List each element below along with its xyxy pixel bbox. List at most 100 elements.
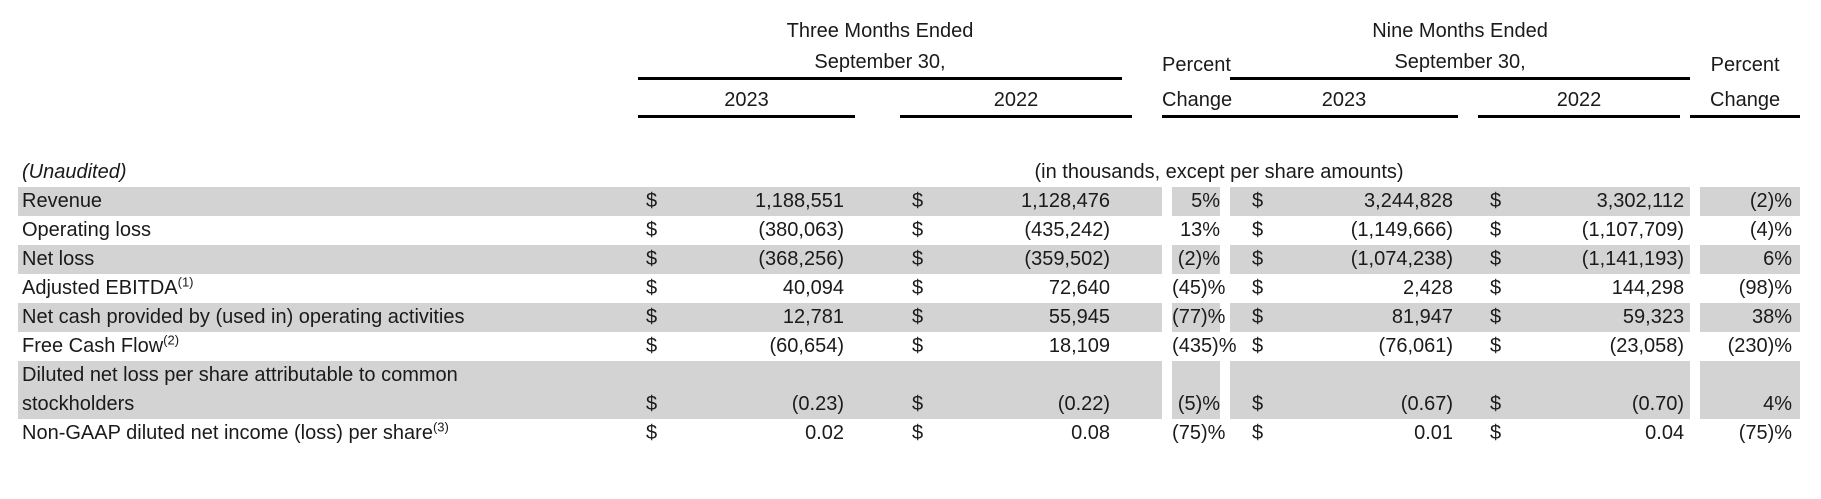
value-nine-months-2022: (1,107,709) — [1581, 219, 1685, 241]
dollar-sign: $ — [638, 303, 672, 332]
column-gap — [1162, 332, 1172, 361]
table-row: Revenue $ 1,188,551 $ 1,128,476 5% $ 3,2… — [18, 187, 1801, 216]
value-nine-months-2023: (0.67) — [1270, 361, 1479, 419]
value-three-months-2022: (0.22) — [934, 361, 1163, 419]
value-three-months-2023: 40,094 — [782, 277, 844, 299]
percent-change-nine-months: (4)% — [1749, 219, 1793, 241]
dollar-sign: $ — [646, 422, 658, 444]
three-months-period-header: Three Months Ended — [786, 20, 974, 42]
row-label: Net loss — [22, 248, 95, 270]
value-nine-months-2022: 0.04 — [1645, 422, 1685, 444]
dollar-sign: $ — [1252, 277, 1264, 299]
financial-highlights-table: Three Months Ended Nine Months Ended Sep… — [18, 10, 1801, 448]
nine-months-2022-column-header: 2022 — [1478, 86, 1681, 118]
value-nine-months-2022: 59,323 — [1512, 303, 1691, 332]
dollar-sign: $ — [1252, 219, 1264, 241]
dollar-sign: $ — [638, 187, 672, 216]
value-three-months-2023: (368,256) — [672, 245, 900, 274]
table-row: Net cash provided by (used in) operating… — [18, 303, 1801, 332]
value-nine-months-2023: (1,149,666) — [1350, 219, 1454, 241]
value-nine-months-2023: 2,428 — [1402, 277, 1454, 299]
dollar-sign: $ — [1490, 219, 1502, 241]
percent-change-nine-months: (230)% — [1727, 335, 1793, 357]
value-three-months-2023: 12,781 — [672, 303, 900, 332]
three-months-2023-column-header: 2023 — [638, 86, 855, 118]
value-nine-months-2022: (23,058) — [1609, 335, 1685, 357]
value-nine-months-2023: 81,947 — [1270, 303, 1479, 332]
value-three-months-2022: (359,502) — [934, 245, 1163, 274]
value-three-months-2022: (435,242) — [1024, 219, 1111, 241]
table-row: Net loss $ (368,256) $ (359,502) (2)% $ … — [18, 245, 1801, 274]
column-gap — [1162, 303, 1173, 332]
percent-change-nine-months: 4% — [1700, 361, 1801, 419]
dollar-sign: $ — [900, 245, 934, 274]
value-nine-months-2022: (1,141,193) — [1512, 245, 1691, 274]
value-nine-months-2022: 3,302,112 — [1512, 187, 1691, 216]
column-gap — [1690, 274, 1700, 303]
nine-months-percent-header-line2: Change — [1690, 86, 1801, 118]
value-three-months-2022: 0.08 — [1071, 422, 1111, 444]
column-gap — [1162, 187, 1173, 216]
nine-months-2023-column-header: 2023 — [1230, 86, 1459, 118]
three-months-percent-header-line1: Percent — [1162, 54, 1231, 76]
footnote-ref: (3) — [432, 419, 449, 435]
column-gap — [1162, 361, 1173, 419]
dollar-sign: $ — [1478, 361, 1513, 419]
table-note-row: (Unaudited) (in thousands, except per sh… — [18, 158, 1800, 187]
row-label: Adjusted EBITDA(1) — [22, 274, 194, 299]
value-three-months-2023: (0.23) — [672, 361, 900, 419]
value-nine-months-2023: (76,061) — [1378, 335, 1454, 357]
dollar-sign: $ — [900, 361, 934, 419]
percent-change-three-months: 13% — [1180, 219, 1221, 241]
value-nine-months-2023: 3,244,828 — [1270, 187, 1479, 216]
table-row: Diluted net loss per share attributable … — [18, 361, 1801, 419]
dollar-sign: $ — [900, 303, 934, 332]
dollar-sign: $ — [1230, 187, 1271, 216]
table-row: Free Cash Flow(2) $ (60,654) $ 18,109 (4… — [18, 332, 1800, 361]
percent-change-three-months: (5)% — [1172, 361, 1221, 419]
percent-change-three-months: (2)% — [1172, 245, 1221, 274]
column-gap — [1690, 216, 1700, 245]
value-three-months-2023: (380,063) — [758, 219, 844, 241]
table-body: (Unaudited) (in thousands, except per sh… — [18, 118, 1801, 448]
column-gap — [1162, 274, 1172, 303]
table-row: Non-GAAP diluted net income (loss) per s… — [18, 419, 1800, 448]
column-gap — [1162, 245, 1173, 274]
table-header: Three Months Ended Nine Months Ended Sep… — [18, 10, 1801, 118]
dollar-sign: $ — [1252, 335, 1264, 357]
value-three-months-2022: 72,640 — [1048, 277, 1111, 299]
percent-change-three-months: (75)% — [1172, 422, 1226, 444]
dollar-sign: $ — [912, 335, 924, 357]
value-three-months-2023: 0.02 — [805, 422, 844, 444]
value-nine-months-2023: 0.01 — [1414, 422, 1454, 444]
percent-change-nine-months: 38% — [1700, 303, 1801, 332]
dollar-sign: $ — [912, 277, 924, 299]
column-gap — [1690, 332, 1700, 361]
column-gap — [1690, 245, 1701, 274]
dollar-sign: $ — [646, 219, 658, 241]
dollar-sign: $ — [1252, 422, 1264, 444]
percent-change-nine-months: (75)% — [1738, 422, 1793, 444]
column-gap — [1220, 216, 1230, 245]
three-months-2022-column-header: 2022 — [900, 86, 1133, 118]
value-three-months-2023: 1,188,551 — [672, 187, 900, 216]
financial-highlights-sheet: Three Months Ended Nine Months Ended Sep… — [18, 10, 1801, 448]
footnote-ref: (2) — [163, 332, 180, 348]
row-label: Free Cash Flow(2) — [22, 332, 180, 357]
nine-months-period-header: Nine Months Ended — [1372, 20, 1548, 42]
percent-change-nine-months: (2)% — [1700, 187, 1801, 216]
dollar-sign: $ — [1230, 245, 1271, 274]
row-label: Net cash provided by (used in) operating… — [22, 306, 465, 328]
dollar-sign: $ — [1478, 303, 1513, 332]
column-gap — [1690, 419, 1700, 448]
row-label: Diluted net loss per share attributable … — [22, 364, 458, 415]
column-gap — [1220, 303, 1231, 332]
column-gap — [1220, 187, 1231, 216]
nine-months-date-header: September 30, — [1230, 48, 1691, 80]
row-label: Non-GAAP diluted net income (loss) per s… — [22, 419, 449, 444]
three-months-date-header: September 30, — [638, 48, 1123, 80]
nine-months-percent-header-line1: Percent — [1710, 54, 1780, 76]
percent-change-three-months: (45)% — [1172, 277, 1226, 299]
units-note: (in thousands, except per share amounts) — [1034, 161, 1404, 183]
dollar-sign: $ — [1230, 303, 1271, 332]
